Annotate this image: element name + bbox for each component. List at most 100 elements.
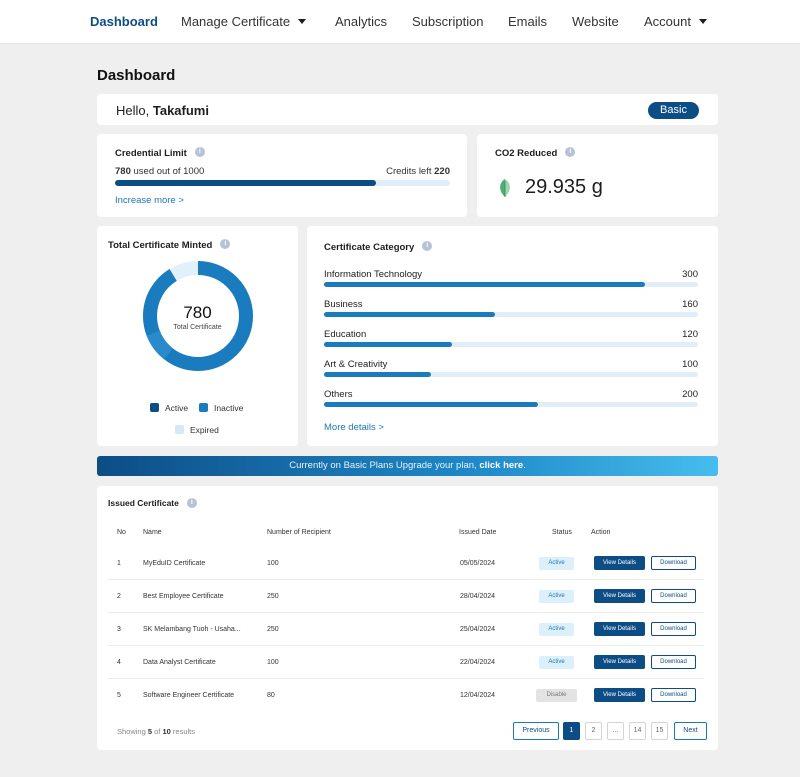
table-row: 2 Best Employee Certificate 250 28/04/20… (108, 580, 704, 613)
more-details-link[interactable]: More details > (324, 422, 384, 433)
credential-used-suffix: used out of 1000 (130, 166, 205, 177)
status-badge: Active (539, 656, 574, 669)
greeting-card: Hello, Takafumi Basic (97, 94, 718, 125)
upgrade-banner-text: Currently on Basic Plans Upgrade your pl… (289, 460, 480, 471)
showing-suffix: results (170, 727, 195, 736)
nav-emails[interactable]: Emails (508, 14, 548, 29)
page-button-1[interactable]: 1 (563, 722, 580, 740)
total-minted-label: Total Certificate (173, 324, 222, 331)
category-bar-fill (324, 312, 495, 317)
column-header-no: No (117, 529, 126, 536)
cell-no: 5 (117, 692, 121, 699)
category-bar-track (324, 282, 698, 287)
cell-no: 4 (117, 659, 121, 666)
info-icon[interactable]: i (194, 147, 205, 158)
greeting-prefix: Hello, (116, 103, 153, 118)
status-badge: Disable (536, 689, 577, 702)
page-button-15[interactable]: 15 (651, 722, 668, 740)
user-name: Takafumi (152, 103, 209, 118)
legend-swatch-inactive (199, 403, 208, 413)
cell-recipients: 100 (267, 560, 279, 567)
cell-issued-date: 22/04/2024 (460, 659, 496, 666)
showing-count: 5 (147, 727, 153, 736)
view-details-button[interactable]: View Details (594, 556, 645, 570)
nav-account[interactable]: Account (644, 14, 707, 29)
upgrade-banner: Currently on Basic Plans Upgrade your pl… (97, 456, 718, 476)
category-bar-track (324, 372, 698, 377)
info-icon[interactable]: i (220, 239, 231, 250)
view-details-button[interactable]: View Details (594, 622, 645, 636)
nav-dashboard[interactable]: Dashboard (90, 14, 158, 29)
download-button[interactable]: Download (651, 589, 696, 603)
view-details-button[interactable]: View Details (594, 589, 645, 603)
legend-active-label: Active (165, 403, 189, 413)
view-details-button[interactable]: View Details (594, 655, 645, 669)
cell-name: SK Melambang Tuoh - Usaha... (143, 626, 241, 633)
status-badge: Active (539, 623, 574, 636)
upgrade-click-here-link[interactable]: click here (479, 460, 524, 471)
category-label: Business (324, 299, 363, 310)
legend-expired: Expired (175, 425, 219, 435)
total-minted-card: Total Certificate Minted i 780 Total Cert… (97, 226, 298, 446)
cell-recipients: 250 (267, 626, 279, 633)
info-icon[interactable]: i (565, 147, 576, 158)
previous-page-button[interactable]: Previous (513, 722, 559, 740)
nav-analytics[interactable]: Analytics (335, 14, 388, 29)
column-header-recipients: Number of Recipient (267, 529, 331, 536)
certificate-category-title-text: Certificate Category (324, 242, 415, 253)
issued-certificate-card: Issued Certificate i No Name Number of Re… (97, 486, 718, 750)
column-header-action: Action (591, 529, 611, 536)
cell-recipients: 100 (267, 659, 279, 666)
page-button-14[interactable]: 14 (629, 722, 646, 740)
next-page-button[interactable]: Next (674, 722, 707, 740)
co2-title-text: CO2 Reduced (495, 148, 558, 159)
increase-more-link[interactable]: Increase more > (115, 195, 184, 206)
leaf-icon (500, 179, 510, 197)
results-summary: Showing 5 of 10 results (117, 727, 195, 736)
cell-no: 3 (117, 626, 121, 633)
page-button-2[interactable]: 2 (585, 722, 602, 740)
category-bar-fill (324, 402, 538, 407)
credential-limit-title-text: Credential Limit (115, 148, 187, 159)
issued-certificate-title-text: Issued Certificate (108, 498, 179, 508)
table-row: 1 MyEduID Certificate 100 05/05/2024 Act… (108, 547, 704, 580)
credential-progress-fill (115, 180, 377, 186)
credential-progress-track (115, 180, 450, 186)
category-value: 200 (682, 389, 698, 400)
nav-subscription[interactable]: Subscription (412, 14, 484, 29)
column-header-status: Status (552, 529, 572, 536)
download-button[interactable]: Download (651, 688, 696, 702)
info-icon[interactable]: i (422, 241, 433, 252)
credits-left: Credits left 220 (386, 166, 450, 177)
download-button[interactable]: Download (651, 556, 696, 570)
legend-expired-label: Expired (190, 425, 219, 435)
page-ellipsis: ... (607, 722, 624, 740)
nav-website[interactable]: Website (572, 14, 619, 29)
cell-issued-date: 28/04/2024 (460, 593, 496, 600)
credential-limit-card: Credential Limit i 780 used out of 1000 C… (97, 134, 467, 217)
category-row: Information Technology 300 (324, 269, 698, 289)
category-label: Information Technology (324, 269, 423, 280)
table-row: 4 Data Analyst Certificate 100 22/04/202… (108, 646, 704, 679)
status-badge: Active (539, 557, 574, 570)
download-button[interactable]: Download (651, 622, 696, 636)
category-value: 160 (682, 299, 698, 310)
download-button[interactable]: Download (651, 655, 696, 669)
category-bar-track (324, 312, 698, 317)
credential-used: 780 used out of 1000 (115, 166, 204, 177)
top-nav: Dashboard Manage Certificate Analytics S… (0, 0, 800, 44)
legend-inactive: Inactive (199, 403, 243, 413)
showing-prefix: Showing (117, 727, 148, 736)
greeting-text: Hello, Takafumi (116, 103, 209, 118)
total-minted-donut (143, 261, 254, 371)
showing-total: 10 (162, 727, 171, 736)
co2-reduced-card: CO2 Reduced i 29.935 g (477, 134, 718, 217)
category-value: 120 (682, 329, 698, 340)
info-icon[interactable]: i (186, 497, 197, 508)
total-minted-title: Total Certificate Minted i (108, 239, 231, 251)
cell-issued-date: 12/04/2024 (460, 692, 496, 699)
view-details-button[interactable]: View Details (594, 688, 645, 702)
legend-inactive-label: Inactive (214, 403, 244, 413)
nav-manage-certificate[interactable]: Manage Certificate (181, 14, 307, 29)
column-header-issued-date: Issued Date (459, 529, 497, 536)
